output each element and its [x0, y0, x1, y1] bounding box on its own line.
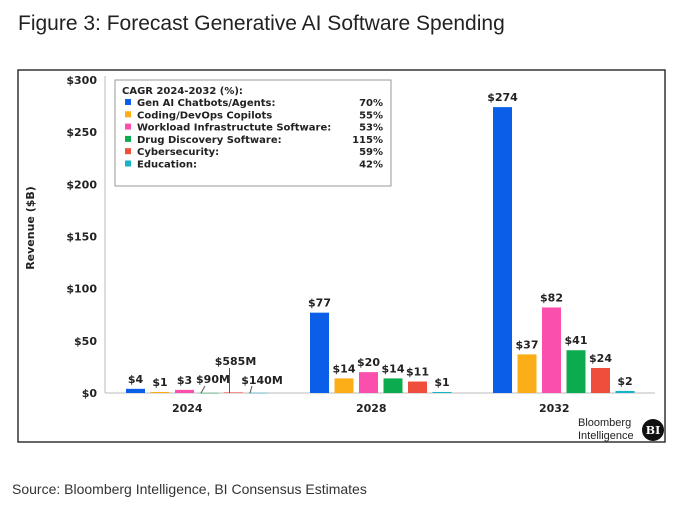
data-label: $11: [406, 366, 429, 379]
bar: [175, 389, 194, 393]
bar: [199, 392, 219, 394]
data-label: $20: [357, 356, 380, 369]
logo-badge: BI: [646, 424, 660, 437]
data-label: $1: [434, 376, 449, 389]
legend-label: Gen AI Chatbots/Agents:: [137, 98, 275, 109]
data-label: $41: [565, 334, 588, 347]
data-label: $140M: [241, 374, 283, 387]
bar: [591, 367, 610, 393]
y-axis-label: Revenue ($B): [24, 186, 37, 270]
leader-line: [249, 385, 253, 394]
bi-badge-icon: [642, 419, 664, 441]
bar: [566, 350, 586, 393]
legend-swatch: [125, 148, 131, 155]
legend-label: Workload Infrastructute Software:: [137, 123, 331, 134]
x-tick-label: 2028: [356, 402, 387, 415]
data-label: $14: [333, 362, 356, 375]
bar: [334, 378, 354, 393]
bar: [615, 390, 635, 393]
y-tick-label: $50: [74, 335, 97, 348]
legend-label: Coding/DevOps Copilots: [137, 110, 272, 121]
x-tick-label: 2024: [172, 402, 203, 415]
legend-swatch: [125, 99, 131, 105]
bar: [517, 354, 537, 393]
bar: [493, 107, 512, 394]
legend-swatch: [125, 111, 131, 118]
bar: [224, 392, 243, 393]
legend-cagr: 42%: [359, 160, 383, 171]
y-tick-label: $250: [66, 126, 97, 139]
data-label: $4: [128, 373, 144, 386]
figure-title: Figure 3: Forecast Generative AI Softwar…: [18, 12, 505, 35]
legend-box: [114, 79, 392, 187]
bar: [432, 391, 452, 393]
data-label: $14: [382, 362, 405, 375]
leader-line: [200, 385, 206, 394]
x-tick-label: 2032: [539, 402, 570, 415]
data-label: $2: [617, 375, 632, 388]
legend-label: Drug Discovery Software:: [137, 135, 282, 146]
legend-cagr: 55%: [359, 110, 383, 121]
legend-cagr: 59%: [359, 147, 383, 158]
data-label: $82: [540, 291, 563, 304]
bar: [248, 392, 268, 394]
legend-cagr: 115%: [352, 135, 383, 146]
legend-title: CAGR 2024-2032 (%):: [122, 86, 243, 97]
bar: [359, 372, 378, 393]
bar: [150, 391, 170, 393]
data-label: $37: [516, 338, 539, 351]
logo-line1: Bloomberg: [578, 417, 631, 429]
y-tick-label: $200: [66, 178, 97, 191]
bar: [542, 307, 561, 393]
data-label: $585M: [215, 355, 257, 368]
bloomberg-logo: Bloomberg Intelligence BI: [578, 417, 664, 442]
bar: [408, 381, 427, 393]
bar: [310, 312, 329, 393]
bar: [383, 378, 403, 393]
logo-line2: Intelligence: [578, 430, 634, 442]
data-label: $3: [177, 374, 192, 387]
legend: CAGR 2024-2032 (%): Gen AI Chatbots/Agen…: [114, 79, 392, 187]
legend-label: Cybersecurity:: [137, 147, 219, 158]
data-label: $77: [308, 297, 331, 310]
y-tick-label: $300: [66, 74, 97, 87]
y-tick-label: $100: [66, 283, 97, 296]
legend-cagr: 70%: [359, 98, 383, 109]
legend-swatch: [125, 135, 131, 142]
data-label: $90M: [196, 373, 230, 386]
y-tick-label: $0: [82, 387, 98, 400]
data-label: $1: [152, 376, 167, 389]
source-note: Source: Bloomberg Intelligence, BI Conse…: [12, 481, 367, 497]
legend-cagr: 53%: [359, 123, 383, 134]
legend-swatch: [125, 160, 131, 167]
y-tick-label: $150: [66, 231, 97, 244]
bar: [126, 388, 145, 393]
data-label: $24: [589, 352, 612, 365]
data-label: $274: [487, 91, 518, 104]
legend-label: Education:: [137, 160, 197, 171]
legend-swatch: [125, 123, 131, 130]
